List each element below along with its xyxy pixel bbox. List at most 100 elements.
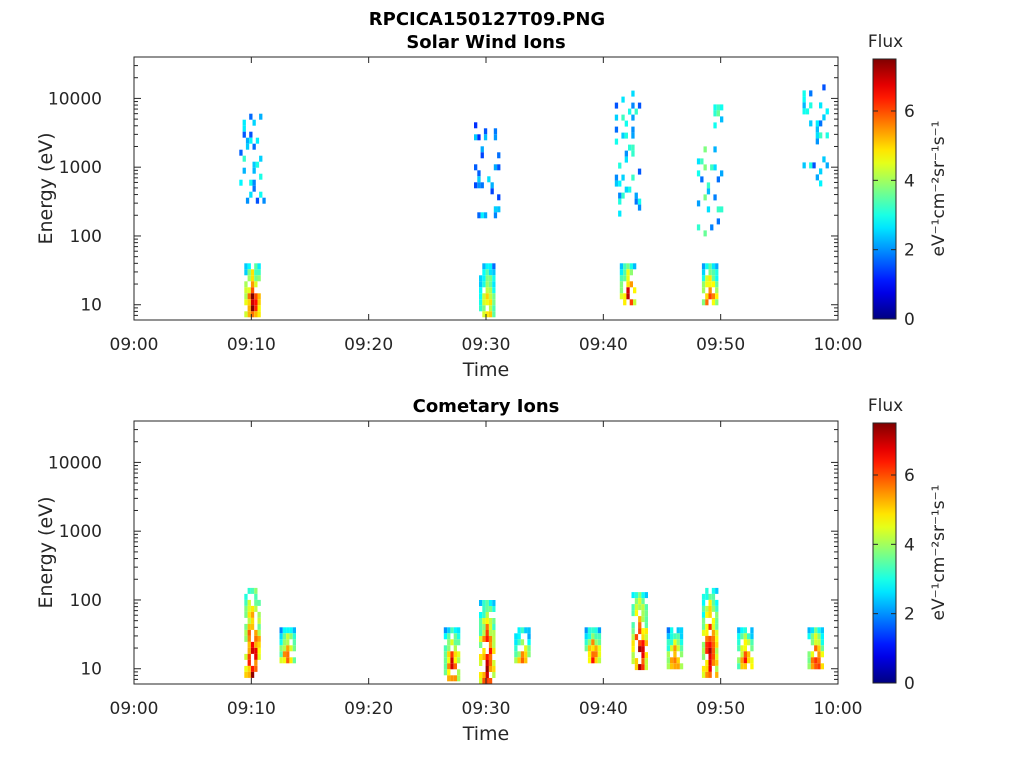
flux-cell [488,630,493,636]
flux-cell [485,618,489,624]
flux-cell [254,641,258,648]
flux-cell [517,639,521,646]
flux-cell [254,587,258,594]
flux-cell [618,180,622,187]
flux-cell [244,263,248,270]
flux-cell [701,671,706,678]
flux-cell [715,671,719,678]
flux-cell [492,600,496,606]
x-tick-label: 09:20 [344,699,393,719]
flux-cell [591,651,595,658]
flux-cell [587,627,592,634]
colorbar-title: Flux [868,396,903,416]
flux-cell [679,633,684,640]
flux-cell [809,162,813,169]
flux-cell [676,639,680,646]
flux-cell [584,639,588,646]
flux-cell [711,587,716,594]
flux-cell [242,119,246,126]
flux-cell [666,657,670,664]
flux-cell [594,639,598,646]
flux-cell [822,84,826,91]
flux-cell [825,162,829,169]
flux-cell [480,212,484,219]
flux-cell [820,633,824,640]
flux-cell [594,645,598,652]
flux-cell [814,663,818,670]
flux-cell [720,170,724,177]
flux-cell [810,633,815,640]
x-axis-label: Time [462,359,510,381]
y-tick-label: 1000 [59,158,102,178]
flux-cell [247,653,251,660]
flux-cell [713,110,717,117]
flux-cell [485,654,489,660]
flux-cell [629,269,633,276]
flux-cell [492,263,496,270]
flux-cell [254,593,258,600]
x-tick-label: 09:20 [344,335,393,355]
flux-cell [259,191,263,198]
flux-cell [479,642,483,648]
flux-cell [705,629,709,636]
flux-cell [711,263,716,270]
flux-cell [492,287,496,294]
flux-cell [247,623,251,630]
flux-cell [701,593,706,600]
flux-cell [705,299,709,306]
cluster-8 [696,104,724,237]
flux-cell [705,671,709,678]
cluster-7 [631,592,648,671]
flux-cell [621,96,625,103]
flux-cell [482,612,486,618]
flux-cell [711,647,716,654]
flux-cell [497,164,501,171]
flux-cell [488,624,493,630]
flux-cell [644,664,648,671]
flux-cell [488,293,493,300]
flux-cell [597,657,602,664]
flux-cell [631,646,635,653]
flux-cell [279,633,283,640]
flux-cell [822,156,826,163]
flux-cell [713,164,717,171]
flux-cell [679,651,684,658]
colorbar-tick-label: 6 [904,466,915,486]
flux-cell [524,645,528,652]
flux-cell [492,293,496,300]
colorbar-unit-label: eV⁻¹cm⁻²sr⁻¹s⁻¹ [929,485,949,621]
flux-cell [247,641,251,648]
flux-cell [257,599,261,606]
flux-cell [244,599,248,606]
flux-cell [483,128,488,135]
flux-cell [524,657,528,664]
flux-cell [250,623,255,630]
flux-cell [706,188,711,195]
flux-cell [493,164,498,171]
flux-cell [490,188,494,195]
flux-cell [497,152,501,159]
flux-cell [254,281,258,288]
flux-cell [673,657,677,664]
flux-cell [482,672,486,678]
flux-cell [737,657,741,664]
flux-cell [247,269,251,276]
flux-cell [479,293,483,300]
flux-cell [705,635,709,642]
flux-cell [457,633,461,640]
flux-cell [614,114,619,121]
flux-cell [255,197,260,204]
flux-cell [259,113,263,120]
flux-cell [641,616,645,623]
flux-cell [517,633,521,640]
flux-cell [666,651,670,658]
flux-cell [493,128,498,135]
flux-cell [750,639,754,646]
flux-cell [447,657,451,664]
flux-cell [696,200,701,207]
flux-cell [279,627,283,634]
flux-cell [447,675,451,682]
flux-cell [710,164,714,171]
flux-cell [254,599,258,606]
flux-cell [591,633,595,640]
